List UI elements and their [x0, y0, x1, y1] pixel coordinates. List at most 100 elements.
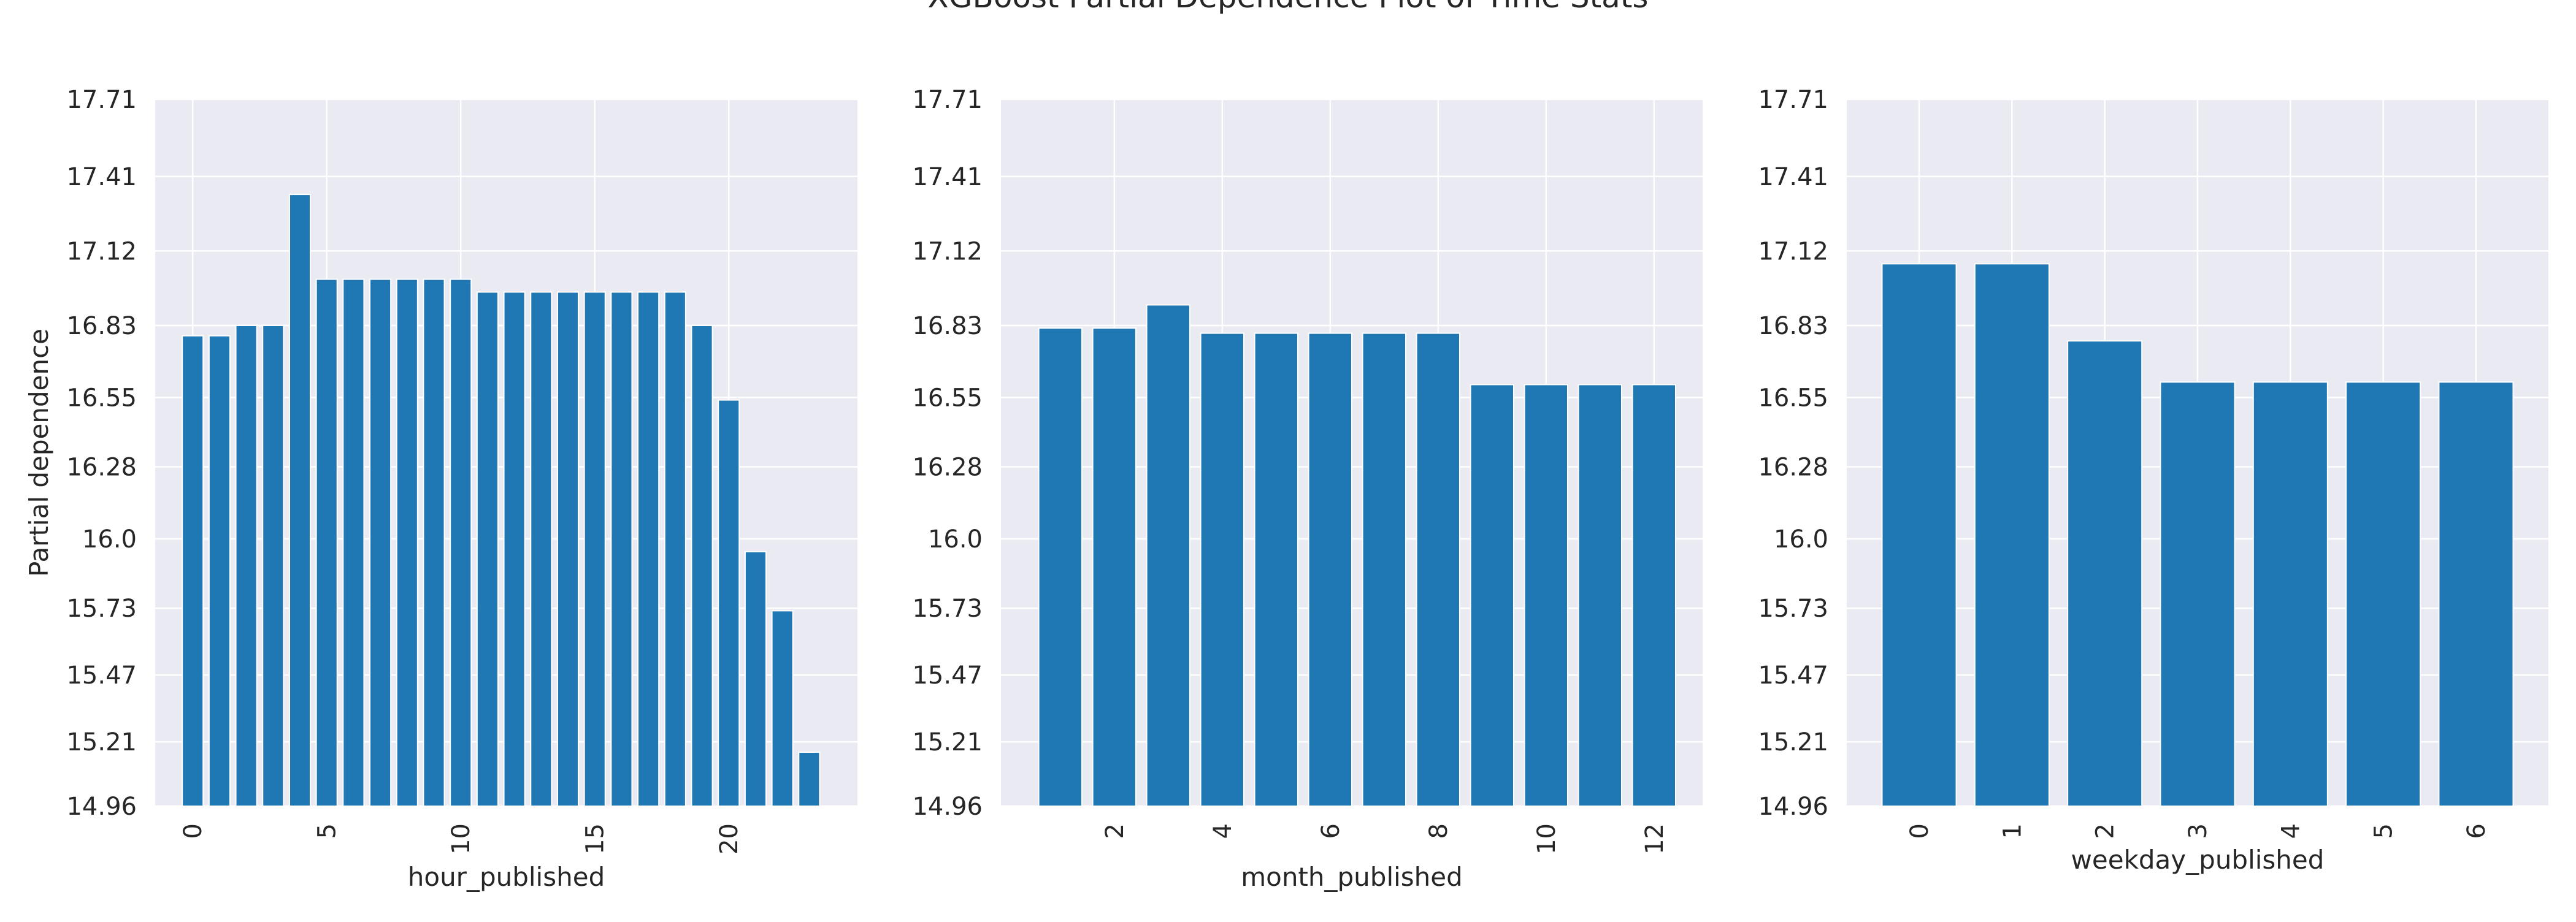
x-tick-label: 8 — [1425, 823, 1453, 839]
bar — [1470, 384, 1515, 807]
bar — [369, 278, 392, 807]
y-axis-label: Partial dependence — [24, 329, 54, 577]
bar — [1881, 263, 1957, 807]
y-tick-label: 15.73 — [1758, 595, 1828, 623]
bar — [503, 291, 526, 807]
y-tick-label: 17.41 — [1758, 163, 1828, 191]
y-tick-label: 15.21 — [912, 728, 983, 756]
bar — [450, 278, 472, 807]
y-tick-label: 14.96 — [1758, 793, 1828, 821]
x-tick-label: 5 — [2370, 823, 2398, 839]
x-tick-label: 2 — [2091, 823, 2120, 839]
x-tick-label: 1 — [1998, 823, 2026, 839]
x-axis-label: hour_published — [408, 862, 605, 892]
y-tick-label: 14.96 — [66, 793, 137, 821]
bar — [771, 610, 794, 807]
bar — [235, 324, 258, 807]
bar — [208, 335, 231, 807]
y-tick-label: 17.71 — [912, 86, 983, 114]
bar — [718, 399, 740, 807]
x-tick-label: 0 — [179, 823, 207, 839]
y-tick-label: 16.55 — [912, 384, 983, 412]
bar — [1416, 332, 1461, 807]
bar — [2252, 381, 2328, 807]
x-tick-label: 3 — [2184, 823, 2212, 839]
bar — [1254, 332, 1298, 807]
y-tick-label: 16.0 — [928, 525, 983, 554]
bar — [1524, 384, 1569, 807]
x-tick-label: 15 — [581, 823, 610, 855]
bar — [1974, 263, 2050, 807]
subplot-hour-published: 14.96 15.21 15.47 15.73 16.0 16.28 16.55 16.83 1… — [24, 86, 857, 892]
y-tick-label: 17.41 — [66, 163, 137, 191]
x-tick-label: 0 — [1906, 823, 1934, 839]
y-tick-label: 16.28 — [1758, 454, 1828, 482]
y-tick-label: 16.0 — [1774, 525, 1828, 554]
bar — [1308, 332, 1353, 807]
bar — [691, 324, 713, 807]
y-tick-label: 16.28 — [66, 454, 137, 482]
bar — [2160, 381, 2236, 807]
bar — [1092, 327, 1137, 807]
subplot-weekday-published: 14.96 15.21 15.47 15.73 16.0 16.28 16.55 16.83 1… — [1758, 86, 2548, 875]
bar — [637, 291, 660, 807]
y-tick-label: 16.83 — [912, 312, 983, 340]
bar — [342, 278, 365, 807]
bar — [315, 278, 338, 807]
y-tick-label: 15.73 — [66, 595, 137, 623]
y-tick-label: 16.83 — [1758, 312, 1828, 340]
bar — [288, 194, 312, 807]
x-tick-label: 4 — [1209, 823, 1237, 839]
bar — [2345, 381, 2421, 807]
y-tick-label: 17.41 — [912, 163, 983, 191]
y-tick-label: 15.21 — [66, 728, 137, 756]
x-tick-label: 6 — [2463, 823, 2491, 839]
x-axis-label: weekday_published — [2071, 845, 2325, 875]
bar — [1631, 384, 1677, 807]
bar — [262, 324, 285, 807]
bar — [556, 291, 580, 807]
bar — [1577, 384, 1623, 807]
bar — [1200, 332, 1244, 807]
bar — [423, 278, 445, 807]
subplot-month-published: 14.96 15.21 15.47 15.73 16.0 16.28 16.55 16.83 1… — [912, 86, 1703, 892]
figure-title: XGBoost Partial Dependence Plot of Time … — [928, 0, 1649, 15]
y-tick-label: 15.21 — [1758, 728, 1828, 756]
bar — [664, 291, 686, 807]
bar — [396, 278, 418, 807]
bar — [1362, 332, 1407, 807]
x-tick-label: 10 — [1533, 823, 1561, 855]
x-tick-label: 6 — [1317, 823, 1345, 839]
y-tick-label: 17.12 — [912, 237, 983, 265]
y-tick-label: 17.71 — [66, 86, 137, 114]
x-tick-label: 20 — [715, 823, 743, 855]
y-tick-label: 16.28 — [912, 454, 983, 482]
y-tick-label: 17.12 — [66, 237, 137, 265]
bar — [583, 291, 606, 807]
bar — [182, 335, 204, 807]
y-tick-label: 16.0 — [82, 525, 137, 554]
bar — [1038, 327, 1083, 807]
x-tick-label: 5 — [313, 823, 342, 839]
x-tick-label: 2 — [1101, 823, 1129, 839]
bar — [798, 751, 821, 807]
y-tick-label: 15.47 — [912, 661, 983, 690]
x-tick-label: 10 — [447, 823, 475, 855]
bar — [744, 551, 767, 807]
y-tick-label: 16.55 — [66, 384, 137, 412]
bar — [476, 291, 499, 807]
y-tick-label: 14.96 — [912, 793, 983, 821]
y-tick-label: 15.47 — [66, 661, 137, 690]
x-axis-label: month_published — [1241, 862, 1463, 892]
y-tick-label: 17.71 — [1758, 86, 1828, 114]
bar — [1146, 304, 1190, 807]
bar — [610, 291, 633, 807]
y-tick-label: 16.55 — [1758, 384, 1828, 412]
x-tick-label: 12 — [1641, 823, 1669, 855]
y-tick-label: 15.73 — [912, 595, 983, 623]
y-tick-label: 16.83 — [66, 312, 137, 340]
bar — [2067, 340, 2143, 807]
x-tick-label: 4 — [2277, 823, 2305, 839]
